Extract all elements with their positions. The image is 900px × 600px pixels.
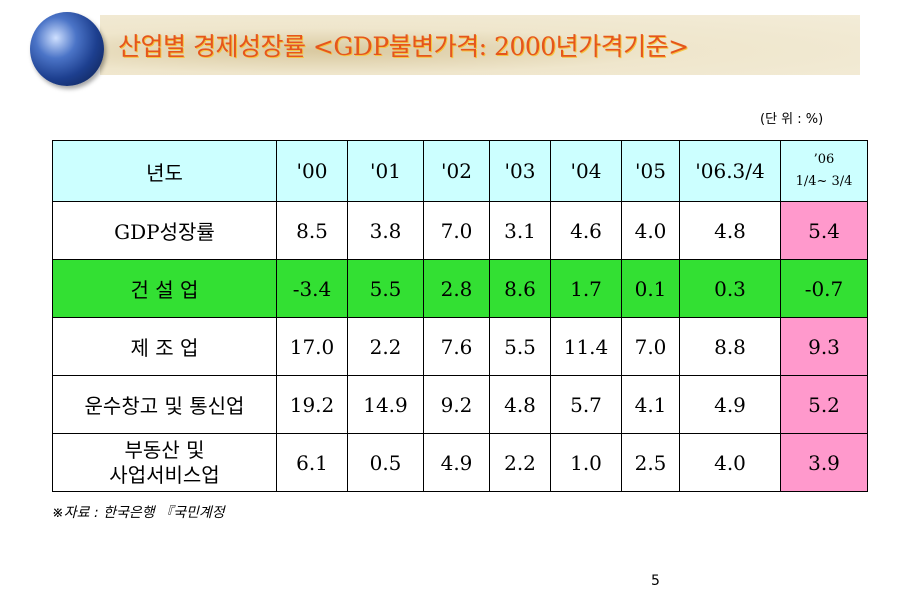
value-cell: 0.5 <box>347 433 424 492</box>
value-cell: 4.0 <box>621 201 680 260</box>
row-label: GDP성장률 <box>52 201 277 260</box>
value-cell: 5.5 <box>347 259 424 318</box>
value-cell: 1.7 <box>550 259 622 318</box>
header-row: 년도 '00'01'02'03'04'05'06.3/4 ’06 1/4~ 3/4 <box>52 140 868 202</box>
cell-line: ’06 <box>813 152 835 167</box>
column-header: '03 <box>489 140 551 202</box>
page-number: 5 <box>651 573 660 589</box>
column-header: '02 <box>423 140 490 202</box>
cell-line: 건 설 업 <box>130 278 199 302</box>
column-header: '01 <box>347 140 424 202</box>
value-cell: 2.5 <box>621 433 680 492</box>
value-cell: 5.4 <box>780 201 868 260</box>
title: 산업별 경제성장률 <GDP불변가격: 2000년가격기준> <box>118 32 689 61</box>
value-cell: 3.8 <box>347 201 424 260</box>
value-cell: 3.1 <box>489 201 551 260</box>
column-header: '04 <box>550 140 622 202</box>
growth-table: 년도 '00'01'02'03'04'05'06.3/4 ’06 1/4~ 3/4 GD… <box>52 140 868 492</box>
row-label: 제 조 업 <box>52 317 277 376</box>
data-row: GDP성장률 8.5 3.8 7.0 3.1 4.6 4.0 4.8 5.4 <box>52 201 868 260</box>
value-cell: 5.5 <box>489 317 551 376</box>
cell-line: GDP성장률 <box>114 220 215 244</box>
column-header: '05 <box>621 140 680 202</box>
cell-line: 제 조 업 <box>130 336 199 360</box>
value-cell: 4.0 <box>679 433 781 492</box>
value-cell: 9.3 <box>780 317 868 376</box>
data-row: 건 설 업 -3.4 5.5 2.8 8.6 1.7 0.1 0.3 -0.7 <box>52 259 868 318</box>
value-cell: 3.9 <box>780 433 868 492</box>
value-cell: 7.0 <box>621 317 680 376</box>
value-cell: 7.0 <box>423 201 490 260</box>
value-cell: 4.9 <box>679 375 781 434</box>
value-cell: 9.2 <box>423 375 490 434</box>
data-row: 제 조 업 17.0 2.2 7.6 5.5 11.4 7.0 8.8 9.3 <box>52 317 868 376</box>
value-cell: -3.4 <box>276 259 348 318</box>
value-cell: 14.9 <box>347 375 424 434</box>
value-cell: 5.7 <box>550 375 622 434</box>
value-cell: 7.6 <box>423 317 490 376</box>
globe-icon <box>30 12 104 86</box>
column-header: '00 <box>276 140 348 202</box>
row-label: 건 설 업 <box>52 259 277 318</box>
value-cell: 4.8 <box>679 201 781 260</box>
value-cell: 4.8 <box>489 375 551 434</box>
value-cell: -0.7 <box>780 259 868 318</box>
cell-line: 1/4~ 3/4 <box>795 174 853 189</box>
value-cell: 2.2 <box>489 433 551 492</box>
row-label: 운수창고 및 통신업 <box>52 375 277 434</box>
value-cell: 0.3 <box>679 259 781 318</box>
value-cell: 4.6 <box>550 201 622 260</box>
cell-line: 사업서비스업 <box>109 462 220 487</box>
value-cell: 8.8 <box>679 317 781 376</box>
value-cell: 5.2 <box>780 375 868 434</box>
column-header: 년도 <box>52 140 277 202</box>
data-row: 부동산 및 사업서비스업 6.1 0.5 4.9 2.2 1.0 2.5 4.0 3.9 <box>52 433 868 492</box>
value-cell: 19.2 <box>276 375 348 434</box>
cell-line: 부동산 및 <box>124 437 205 462</box>
row-label: 부동산 및 사업서비스업 <box>52 433 277 492</box>
value-cell: 4.9 <box>423 433 490 492</box>
column-header: ’06 1/4~ 3/4 <box>780 140 868 202</box>
value-cell: 8.5 <box>276 201 348 260</box>
value-cell: 8.6 <box>489 259 551 318</box>
value-cell: 1.0 <box>550 433 622 492</box>
value-cell: 17.0 <box>276 317 348 376</box>
value-cell: 4.1 <box>621 375 680 434</box>
title-banner <box>100 15 860 75</box>
source-note: ※자료 : 한국은행 『국민계정 <box>52 505 225 521</box>
cell-line: 운수창고 및 통신업 <box>84 394 245 418</box>
value-cell: 2.2 <box>347 317 424 376</box>
data-row: 운수창고 및 통신업 19.2 14.9 9.2 4.8 5.7 4.1 4.9 5.2 <box>52 375 868 434</box>
value-cell: 6.1 <box>276 433 348 492</box>
value-cell: 11.4 <box>550 317 622 376</box>
column-header: '06.3/4 <box>679 140 781 202</box>
unit-note: (단 위 : %) <box>760 112 824 127</box>
value-cell: 0.1 <box>621 259 680 318</box>
value-cell: 2.8 <box>423 259 490 318</box>
